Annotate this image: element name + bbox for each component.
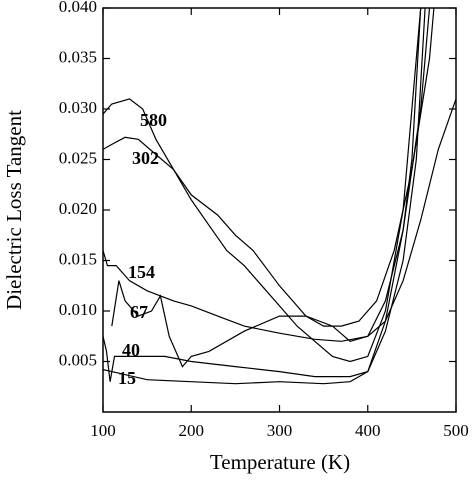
x-tick-label: 500 <box>443 421 469 440</box>
series-label: 40 <box>122 340 140 360</box>
y-tick-label: 0.030 <box>59 98 97 117</box>
x-tick-label: 200 <box>179 421 205 440</box>
y-tick-label: 0.035 <box>59 47 97 66</box>
y-tick-label: 0.010 <box>59 300 97 319</box>
y-tick-label: 0.020 <box>59 199 97 218</box>
plot-lines <box>103 8 456 385</box>
y-tick-label: 0.025 <box>59 148 97 167</box>
series-label: 154 <box>128 262 155 282</box>
series-label: 15 <box>118 368 136 388</box>
series-label: 302 <box>132 148 159 168</box>
series-line <box>111 8 431 368</box>
x-axis-label: Temperature (K) <box>210 450 350 474</box>
x-tick-label: 100 <box>90 421 116 440</box>
series-line <box>103 8 426 382</box>
x-tick-label: 400 <box>355 421 381 440</box>
series-line <box>103 8 422 363</box>
y-axis-label: Dielectric Loss Tangent <box>2 110 26 310</box>
x-tick-label: 300 <box>267 421 293 440</box>
y-tick-label: 0.015 <box>59 249 97 268</box>
series-label: 67 <box>130 302 148 322</box>
series-line <box>103 8 422 385</box>
series-line <box>103 8 435 327</box>
series-line <box>103 98 456 342</box>
y-tick-label: 0.005 <box>59 350 97 369</box>
y-tick-label: 0.040 <box>59 0 97 16</box>
series-label: 580 <box>140 110 167 130</box>
